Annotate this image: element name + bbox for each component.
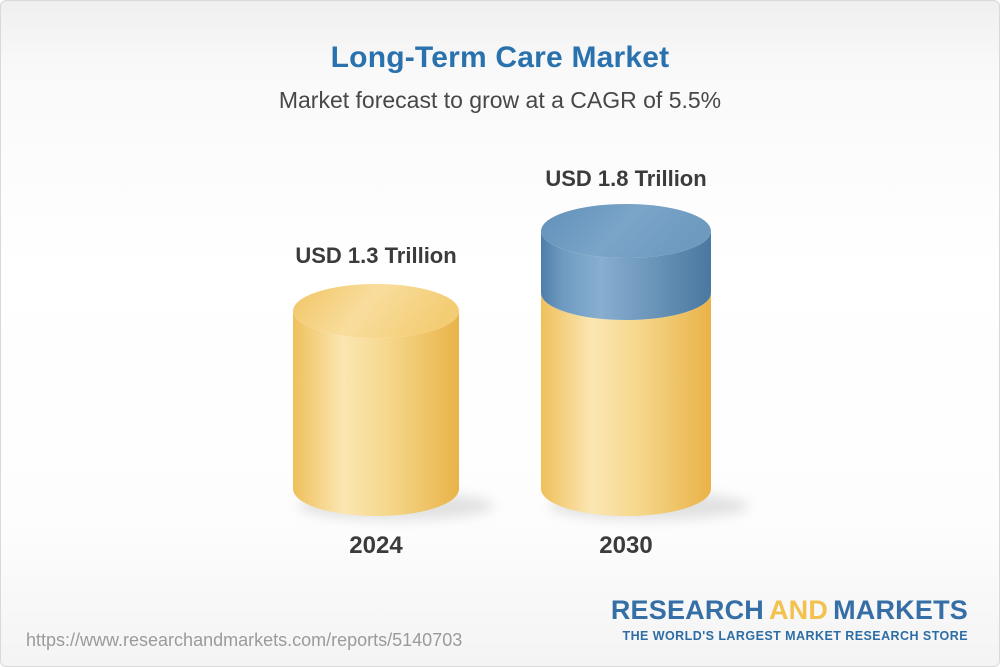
bar-2024-value-label: USD 1.3 Trillion: [295, 243, 457, 268]
company-logo: RESEARCH AND MARKETS THE WORLD'S LARGEST M…: [611, 595, 968, 643]
bar-2030-value-label: USD 1.8 Trillion: [545, 166, 707, 191]
logo-word-research: RESEARCH: [610, 595, 764, 625]
source-url-link[interactable]: https://www.researchandmarkets.com/repor…: [26, 630, 463, 650]
bar-2030-blue-segment: [541, 231, 711, 320]
bar-2030-top: [541, 204, 711, 258]
logo-word-and: AND: [768, 595, 829, 625]
logo-word-markets: MARKETS: [833, 595, 968, 625]
x-axis-label-2030: 2030: [599, 532, 653, 559]
chart-title: Long-Term Care Market: [330, 41, 670, 74]
logo-tagline: THE WORLD'S LARGEST MARKET RESEARCH STOR…: [622, 629, 968, 643]
bar-2024-top: [293, 284, 459, 338]
logo-wordmark: RESEARCH AND MARKETS: [611, 595, 968, 626]
bar-2030-cylinder[interactable]: [541, 204, 711, 516]
bar-2030-yellow-segment: [541, 293, 711, 516]
bar-2024-body: [293, 311, 459, 516]
x-axis-label-2024: 2024: [349, 532, 403, 559]
bar-2024-cylinder[interactable]: [293, 284, 459, 516]
chart-subtitle: Market forecast to grow at a CAGR of 5.5…: [278, 87, 722, 113]
